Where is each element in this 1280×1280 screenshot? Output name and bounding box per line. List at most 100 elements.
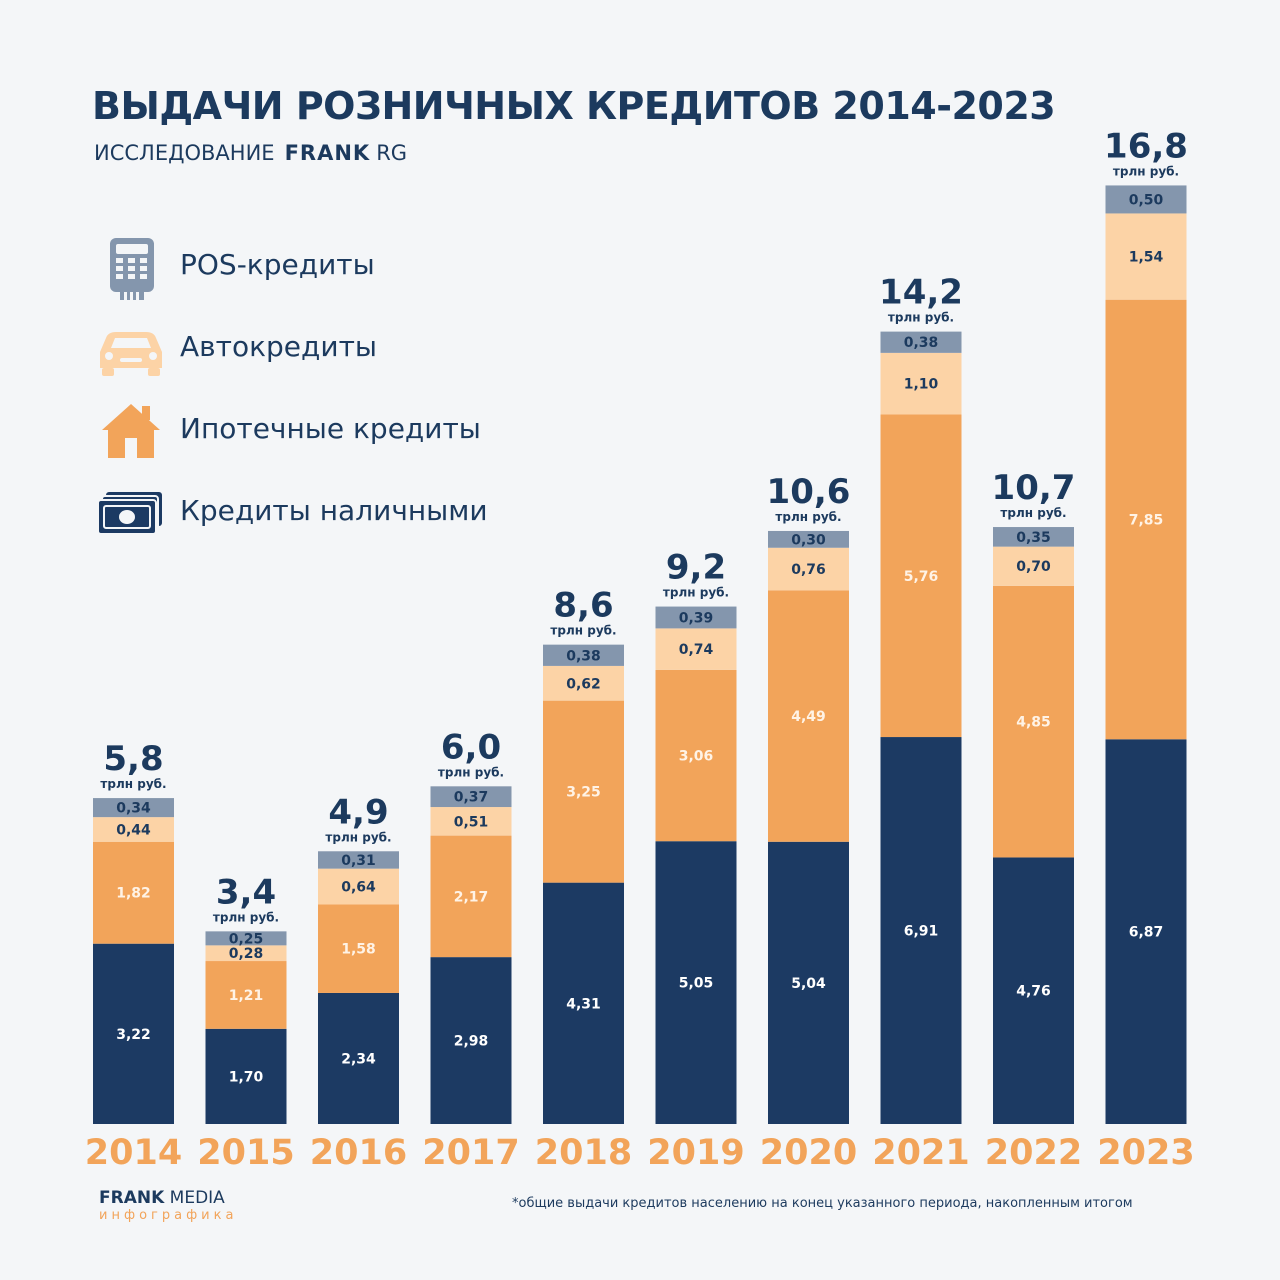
bar-segment-mortgage-2021 [880,414,962,738]
year-label-2018: 2018 [535,1133,632,1173]
legend-item-pos: POS-кредиты [96,232,556,302]
bar-segment-mortgage-2020 [768,590,849,842]
bar-label-auto-2022: 0,70 [1016,559,1051,575]
bar-segment-auto-2021 [880,352,962,415]
unit-label-2014: трлн руб. [100,777,166,791]
bar-segment-pos-2022 [993,527,1074,547]
bar-segment-cash-2014 [93,943,174,1124]
bar-label-pos-2016: 0,31 [341,853,376,869]
car-icon [100,332,162,376]
total-label-2023: 16,8 [1104,126,1188,166]
total-label-2014: 5,8 [103,739,163,779]
subtitle-prefix: ИССЛЕДОВАНИЕ [94,141,275,165]
bar-segment-cash-2016 [318,992,399,1124]
bar-segment-mortgage-2018 [543,700,624,883]
bar-label-auto-2016: 0,64 [341,880,376,896]
bar-segment-auto-2017 [430,807,512,836]
bar-label-auto-2017: 0,51 [454,814,489,830]
total-label-2022: 10,7 [992,468,1076,508]
unit-label-2023: трлн руб. [1113,164,1179,178]
bar-segment-mortgage-2022 [993,585,1074,858]
bar-segment-cash-2022 [993,857,1074,1124]
total-label-2015: 3,4 [216,872,276,912]
bar-label-mortgage-2020: 4,49 [791,709,826,725]
year-label-2017: 2017 [422,1133,519,1173]
bar-label-cash-2018: 4,31 [566,996,601,1012]
year-label-2020: 2020 [760,1133,857,1173]
bar-segment-pos-2019 [655,606,737,629]
bar-label-mortgage-2019: 3,06 [679,749,714,765]
pos-terminal-icon [110,238,154,300]
bar-label-cash-2017: 2,98 [454,1034,489,1050]
bar-segment-cash-2023 [1105,739,1187,1124]
bar-label-mortgage-2015: 1,21 [229,988,264,1004]
unit-label-2019: трлн руб. [663,586,729,600]
bar-label-mortgage-2018: 3,25 [566,785,601,801]
chart-subtitle: ИССЛЕДОВАНИЕ FRANK RG [94,141,407,165]
house-icon [102,404,160,458]
bar-segment-pos-2018 [543,644,624,666]
bar-segment-auto-2016 [318,868,399,905]
legend-item-cash: Кредиты наличными [96,478,556,548]
bar-segment-cash-2017 [430,957,512,1124]
year-label-2014: 2014 [85,1133,182,1173]
bar-segment-pos-2017 [430,786,512,808]
bar-label-mortgage-2023: 7,85 [1129,512,1164,528]
bar-segment-pos-2021 [880,331,962,353]
unit-label-2018: трлн руб. [550,624,616,638]
bar-segment-mortgage-2016 [318,904,399,993]
bar-segment-pos-2016 [318,851,399,869]
total-label-2018: 8,6 [553,586,613,626]
footer-brand: FRANK MEDIA [99,1188,225,1208]
bar-segment-auto-2015 [205,945,287,962]
legend-label-mortgage: Ипотечные кредиты [180,412,481,445]
bar-segment-cash-2015 [205,1028,287,1124]
bar-label-pos-2023: 0,50 [1129,192,1164,208]
bar-label-cash-2023: 6,87 [1129,925,1164,941]
year-label-2022: 2022 [985,1133,1082,1173]
bar-segment-cash-2021 [880,737,962,1124]
cash-icon [97,492,162,535]
bar-label-mortgage-2022: 4,85 [1016,715,1051,731]
footer-brand-bold: FRANK [99,1188,165,1208]
bar-label-cash-2020: 5,04 [791,976,826,992]
year-label-2016: 2016 [310,1133,407,1173]
bar-segment-auto-2023 [1105,213,1187,300]
chart-title: ВЫДАЧИ РОЗНИЧНЫХ КРЕДИТОВ 2014-2023 [92,84,1056,128]
footer-brand-sub: инфографика [99,1208,238,1223]
subtitle-brand-suffix: RG [376,141,408,165]
unit-label-2022: трлн руб. [1000,506,1066,520]
bar-label-auto-2018: 0,62 [566,676,601,692]
bar-label-auto-2020: 0,76 [791,562,826,578]
bar-segment-cash-2018 [543,882,624,1124]
year-label-2023: 2023 [1097,1133,1194,1173]
legend-label-cash: Кредиты наличными [180,494,488,527]
bar-segment-auto-2022 [993,546,1074,586]
footer-brand-rest: MEDIA [169,1188,225,1208]
bar-segment-auto-2019 [655,628,737,670]
subtitle-brand: FRANK [284,141,371,165]
bar-segment-mortgage-2015 [205,961,287,1029]
bar-label-mortgage-2016: 1,58 [341,942,376,958]
bar-segment-cash-2019 [655,841,737,1124]
bar-label-auto-2014: 0,44 [116,822,151,838]
bar-label-auto-2019: 0,74 [679,642,714,658]
legend-label-auto: Автокредиты [180,330,377,363]
year-label-2021: 2021 [872,1133,969,1173]
bar-label-pos-2018: 0,38 [566,648,601,664]
bar-label-mortgage-2017: 2,17 [454,889,489,905]
bar-segment-auto-2014 [93,817,174,842]
bar-label-cash-2022: 4,76 [1016,984,1051,1000]
year-label-2015: 2015 [197,1133,294,1173]
bar-segment-pos-2023 [1105,185,1187,214]
bar-label-pos-2017: 0,37 [454,790,489,806]
footnote: *общие выдачи кредитов населению на коне… [512,1196,1133,1211]
bar-segment-pos-2020 [768,530,849,548]
legend-item-mortgage: Ипотечные кредиты [96,396,556,466]
bar-label-auto-2021: 1,10 [904,377,939,393]
bar-label-cash-2021: 6,91 [904,924,939,940]
bar-segment-auto-2018 [543,665,624,701]
unit-label-2017: трлн руб. [438,765,504,779]
bar-label-cash-2014: 3,22 [116,1027,151,1043]
